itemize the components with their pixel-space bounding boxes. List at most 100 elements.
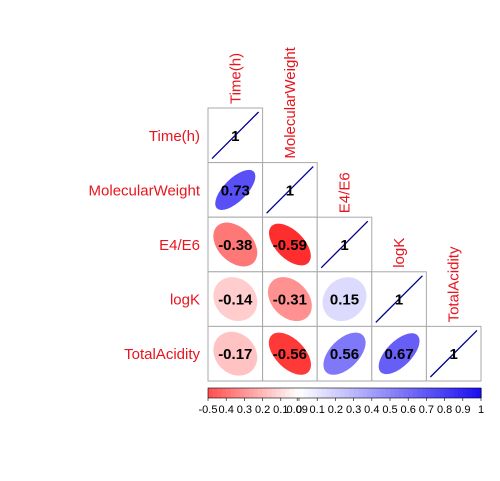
value-label-4-1: -0.56 [273,346,307,363]
value-label-2-0: -0.38 [218,237,252,254]
colorbar-tick-label-7: 0.1 [310,404,325,416]
colorbar-tick-label-2: 0.3 [237,404,252,416]
colorbar-segment [408,388,414,398]
colorbar-segment [239,388,245,398]
ellipse-3-1 [267,277,312,322]
colorbar-segment [280,388,286,398]
colorbar-segment [394,388,400,398]
colorbar-segment [399,388,405,398]
value-label-1-1: 1 [286,182,294,199]
value-label-3-1: -0.31 [273,292,307,309]
col-label-2: E4/E6 [337,172,354,213]
value-label-4-3: 0.67 [384,346,413,363]
colorbar-segment [330,388,336,398]
colorbar-segment [453,388,459,398]
colorbar-segment [371,388,377,398]
colorbar-segment [321,388,327,398]
ellipse-2-1 [268,223,311,266]
col-label-0: Time(h) [227,53,244,104]
colorbar-segment [226,388,232,398]
colorbar-segment [426,388,432,398]
colorbar-segment [349,388,355,398]
row-label-2: E4/E6 [159,237,200,254]
colorbar-tick-label-1: 0.4 [219,404,234,416]
colorbar-segment [289,388,296,398]
row-label-4: TotalAcidity [124,346,200,363]
value-label-3-3: 1 [395,292,403,309]
value-label-4-2: 0.56 [330,346,359,363]
colorbar-tick-label-14: 0.8 [437,404,452,416]
diagonal-line [429,329,478,378]
diagonal-line [320,220,369,269]
column-labels: Time(h) MolecularWeight E4/E6 logK TotalAcid… [227,46,462,322]
colorbar-segment [358,388,364,398]
colorbar-segment [462,388,468,398]
colorbar-tick-label-5: 0.09 [286,404,307,416]
colorbar-segment [430,388,437,398]
colorbar-segment [217,388,223,398]
row-labels: Time(h) MolecularWeight E4/E6 logK TotalAcid… [89,128,201,363]
colorbar-segment [276,388,282,398]
ellipse-4-0 [213,331,258,376]
colorbar-tick-label-12: 0.6 [401,404,416,416]
colorbar-segment [471,388,478,398]
col-label-4: TotalAcidity [446,246,463,322]
colorbar-segment [449,388,455,398]
colorbar-tick-label-3: 0.2 [255,404,270,416]
ellipse-4-1 [268,332,311,375]
colorbar-segment [308,388,314,398]
colorbar-segment [303,388,309,398]
colorbar-tick-label-16: 1 [478,404,484,416]
colorbar-segment [262,388,268,398]
colorbar-segment [221,388,227,398]
value-label-1-0: 0.73 [221,182,250,199]
row-label-0: Time(h) [149,128,200,145]
colorbar-segment [317,388,323,398]
colorbar-segment [440,388,446,398]
colorbar-segment [235,388,241,398]
value-label-4-0: -0.17 [218,346,252,363]
colorbar-tick-label-8: 0.2 [328,404,343,416]
ellipse-glyphs [211,111,478,378]
colorbar-segment [444,388,450,398]
colorbar-segment [385,388,391,398]
colorbar-segment [380,388,387,398]
colorbar-tick-label-9: 0.3 [346,404,361,416]
diagonal-line [211,111,260,160]
colorbar-segment [417,388,423,398]
colorbar-segment [467,388,473,398]
row-label-1: MolecularWeight [89,182,201,199]
colorbar-segment [208,388,214,398]
colorbar-tick-label-11: 0.5 [382,404,397,416]
colorbar-segment [253,388,259,398]
colorbar-segment [326,388,332,398]
colorbar-tick-label-4: 0.1 [273,404,288,416]
colorbar-segment [339,388,346,398]
col-label-1: MolecularWeight [282,46,299,158]
value-label-2-2: 1 [340,237,348,254]
colorbar-segment [367,388,373,398]
diagonal-line [375,275,423,323]
value-label-2-1: -0.59 [273,237,307,254]
colorbar-segment [412,388,418,398]
diagonal-line [266,166,314,214]
colorbar-segment [258,388,264,398]
colorbar-segment [458,388,464,398]
colorbar-tick-label-13: 0.7 [419,404,434,416]
colorbar-segment [230,388,236,398]
ellipse-3-2 [322,277,367,322]
colorbar-segment [421,388,427,398]
colorbar-segment [344,388,350,398]
colorbar-tick-label-0: -0.5 [199,404,218,416]
colorbar-segment [271,388,277,398]
colorbar-segment [312,388,318,398]
value-label-4-4: 1 [450,346,458,363]
colorbar-segment [476,388,482,398]
colorbar-segment [285,388,291,398]
value-label-3-0: -0.14 [218,292,253,309]
colorbar-segment [267,388,273,398]
colorbar-tick-label-15: 0.9 [455,404,470,416]
colorbar-segment [294,388,300,398]
ellipse-4-2 [323,332,366,375]
